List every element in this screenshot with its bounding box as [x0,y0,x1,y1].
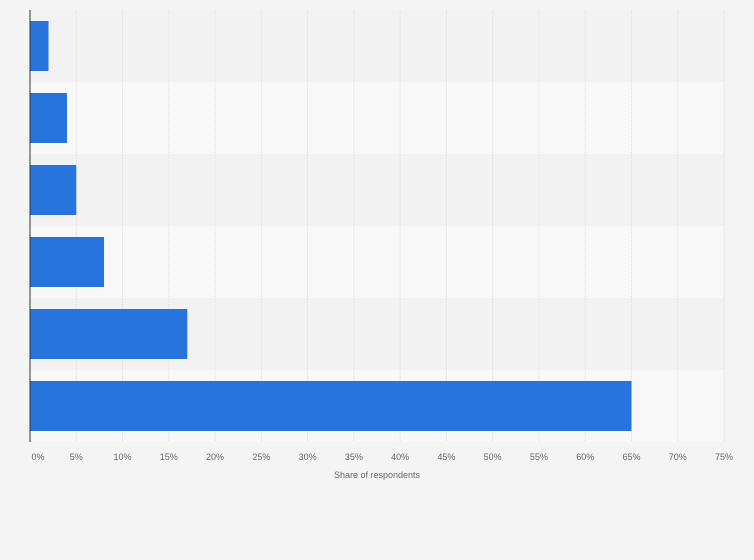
x-tick-label: 30% [299,452,317,462]
row-band [30,10,724,82]
row-band [30,226,724,298]
x-axis-title: Share of respondents [334,470,421,480]
bar [30,381,632,431]
bars [30,21,632,431]
bar [30,237,105,287]
x-tick-label: 45% [437,452,455,462]
x-tick-label: 55% [530,452,548,462]
x-tick-label: 25% [252,452,270,462]
x-tick-label: 75% [715,452,733,462]
x-tick-label: 40% [391,452,409,462]
x-tick-label: 70% [669,452,687,462]
row-band [30,154,724,226]
gridlines [75,10,725,442]
bar [30,165,77,215]
row-band [30,82,724,154]
bar [30,21,49,71]
x-tick-label: 15% [160,452,178,462]
x-tick-label: 5% [70,452,83,462]
x-tick-label: 0% [31,452,44,462]
x-tick-label: 60% [576,452,594,462]
x-tick-label: 10% [114,452,132,462]
x-tick-label: 65% [622,452,640,462]
x-tick-label: 20% [206,452,224,462]
bar [30,93,68,143]
row-bands [30,10,724,442]
bar [30,309,188,359]
x-tick-label: 35% [345,452,363,462]
x-tick-label: 50% [484,452,502,462]
x-axis-ticks: 0% 5% 10% 15% 20% 25% 30% 35% 40% 45% 50% 55% 60% 65%… [31,452,733,462]
